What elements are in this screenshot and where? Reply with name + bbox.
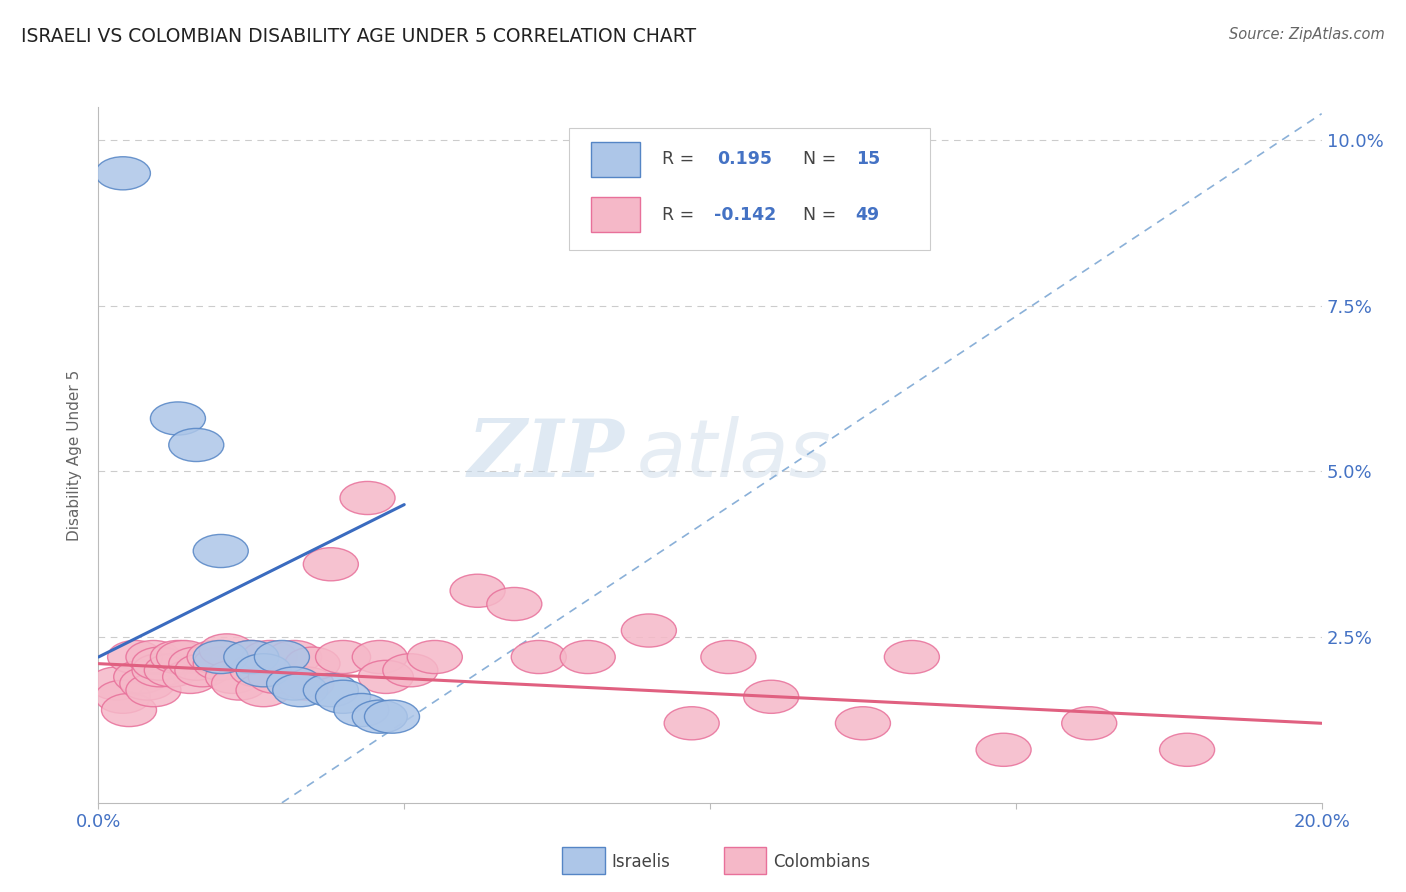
- Ellipse shape: [96, 157, 150, 190]
- Ellipse shape: [744, 681, 799, 714]
- Ellipse shape: [353, 700, 408, 733]
- Text: R =: R =: [662, 150, 700, 169]
- Ellipse shape: [560, 640, 616, 673]
- Text: ISRAELI VS COLOMBIAN DISABILITY AGE UNDER 5 CORRELATION CHART: ISRAELI VS COLOMBIAN DISABILITY AGE UNDE…: [21, 27, 696, 45]
- Ellipse shape: [224, 640, 278, 673]
- Ellipse shape: [304, 673, 359, 706]
- Text: Israelis: Israelis: [612, 853, 671, 871]
- Text: Colombians: Colombians: [773, 853, 870, 871]
- Ellipse shape: [163, 660, 218, 693]
- Ellipse shape: [96, 681, 150, 714]
- Ellipse shape: [169, 428, 224, 461]
- Ellipse shape: [278, 667, 333, 700]
- Ellipse shape: [193, 534, 249, 567]
- Text: N =: N =: [803, 150, 842, 169]
- Text: atlas: atlas: [637, 416, 831, 494]
- Ellipse shape: [211, 667, 267, 700]
- Y-axis label: Disability Age Under 5: Disability Age Under 5: [67, 369, 83, 541]
- Ellipse shape: [120, 667, 174, 700]
- Ellipse shape: [249, 660, 304, 693]
- FancyBboxPatch shape: [592, 197, 640, 232]
- Ellipse shape: [156, 640, 211, 673]
- Ellipse shape: [150, 640, 205, 673]
- Ellipse shape: [254, 640, 309, 673]
- Ellipse shape: [512, 640, 567, 673]
- Ellipse shape: [285, 647, 340, 681]
- Ellipse shape: [267, 640, 322, 673]
- Ellipse shape: [315, 640, 371, 673]
- Ellipse shape: [132, 654, 187, 687]
- Ellipse shape: [835, 706, 890, 739]
- Ellipse shape: [486, 588, 541, 621]
- Text: 0.195: 0.195: [717, 150, 772, 169]
- Text: Source: ZipAtlas.com: Source: ZipAtlas.com: [1229, 27, 1385, 42]
- FancyBboxPatch shape: [569, 128, 931, 250]
- Text: 15: 15: [856, 150, 880, 169]
- Ellipse shape: [267, 667, 322, 700]
- Ellipse shape: [187, 640, 242, 673]
- Ellipse shape: [101, 693, 156, 727]
- Ellipse shape: [236, 673, 291, 706]
- Ellipse shape: [450, 574, 505, 607]
- Ellipse shape: [205, 660, 260, 693]
- Ellipse shape: [150, 402, 205, 435]
- Ellipse shape: [193, 647, 249, 681]
- Ellipse shape: [976, 733, 1031, 766]
- Ellipse shape: [89, 667, 145, 700]
- Ellipse shape: [169, 647, 224, 681]
- Text: R =: R =: [662, 206, 700, 224]
- Text: N =: N =: [803, 206, 842, 224]
- Text: ZIP: ZIP: [468, 417, 624, 493]
- Ellipse shape: [132, 647, 187, 681]
- Ellipse shape: [236, 654, 291, 687]
- Ellipse shape: [145, 654, 200, 687]
- Ellipse shape: [382, 654, 437, 687]
- FancyBboxPatch shape: [592, 142, 640, 177]
- Ellipse shape: [224, 640, 278, 673]
- Ellipse shape: [408, 640, 463, 673]
- Ellipse shape: [621, 614, 676, 647]
- Ellipse shape: [304, 548, 359, 581]
- Ellipse shape: [1062, 706, 1116, 739]
- Ellipse shape: [114, 660, 169, 693]
- Ellipse shape: [108, 640, 163, 673]
- Ellipse shape: [174, 654, 231, 687]
- Ellipse shape: [200, 634, 254, 667]
- Ellipse shape: [353, 640, 408, 673]
- Text: 49: 49: [856, 206, 880, 224]
- Ellipse shape: [333, 693, 389, 727]
- Ellipse shape: [1160, 733, 1215, 766]
- Ellipse shape: [315, 681, 371, 714]
- Ellipse shape: [127, 673, 181, 706]
- Ellipse shape: [273, 673, 328, 706]
- Ellipse shape: [231, 654, 285, 687]
- Ellipse shape: [340, 482, 395, 515]
- Ellipse shape: [884, 640, 939, 673]
- Text: -0.142: -0.142: [714, 206, 776, 224]
- Ellipse shape: [359, 660, 413, 693]
- Ellipse shape: [364, 700, 419, 733]
- Ellipse shape: [242, 640, 297, 673]
- Ellipse shape: [193, 640, 249, 673]
- Ellipse shape: [700, 640, 756, 673]
- Ellipse shape: [127, 640, 181, 673]
- Ellipse shape: [664, 706, 720, 739]
